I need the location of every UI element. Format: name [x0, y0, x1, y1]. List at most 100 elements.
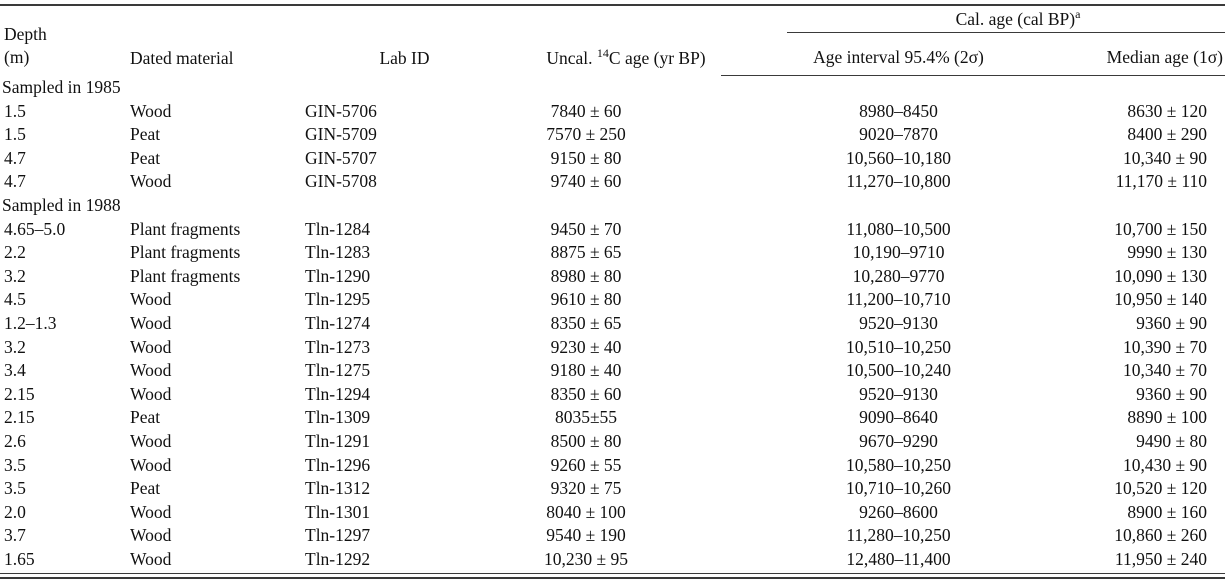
median-age-cell: 10,340 ± 70: [1123, 360, 1207, 381]
material-cell: Peat: [130, 407, 161, 428]
material-cell: Peat: [130, 147, 161, 168]
lab-id-cell: GIN-5706: [305, 100, 377, 121]
depth-cell: 4.5: [4, 289, 26, 310]
uncal-age-cell: 8500 ± 80: [550, 430, 622, 451]
depth-cell: 2.15: [4, 383, 35, 404]
material-cell: Wood: [130, 454, 172, 475]
age-interval-cell: 10,580–10,250: [846, 454, 951, 475]
table-row: 2.0 Wood Tln-1301 8040 ± 100 9260–8600 8900 ±…: [0, 501, 1225, 525]
sub-header-row: Age interval 95.4% (2σ) Median age (1σ): [0, 37, 1225, 76]
uncal-age-cell: 7570 ± 250: [546, 124, 626, 145]
depth-header-line1: Depth: [4, 23, 47, 44]
table-row: 2.15 Peat Tln-1309 8035±55 9090–8640 8890 ± 1…: [0, 406, 1225, 430]
age-interval-cell: 8980–8450: [859, 100, 938, 121]
table-row: 1.2–1.3 Wood Tln-1274 8350 ± 65 9520–9130 936…: [0, 312, 1225, 336]
table-row: 4.65–5.0 Plant fragments Tln-1284 9450 ± 70…: [0, 218, 1225, 242]
median-age-cell: 10,090 ± 130: [1114, 265, 1207, 286]
material-cell: Wood: [130, 336, 172, 357]
age-interval-cell: 10,280–9770: [852, 265, 945, 286]
table-row: 3.2 Wood Tln-1273 9230 ± 40 10,510–10,250 10,…: [0, 336, 1225, 360]
age-interval-cell: 12,480–11,400: [846, 548, 951, 569]
section-label: Sampled in 1988: [2, 194, 121, 215]
table-row: 3.2 Plant fragments Tln-1290 8980 ± 80 10,28…: [0, 265, 1225, 289]
age-interval-cell: 10,190–9710: [852, 242, 945, 263]
depth-cell: 1.65: [4, 548, 35, 569]
depth-cell: 4.65–5.0: [4, 218, 66, 239]
age-interval-cell: 10,710–10,260: [846, 478, 951, 499]
table-row: 2.2 Plant fragments Tln-1283 8875 ± 65 10,19…: [0, 241, 1225, 265]
lab-id-cell: Tln-1295: [305, 289, 371, 310]
median-age-cell: 10,950 ± 140: [1114, 289, 1207, 310]
depth-cell: 1.5: [4, 124, 26, 145]
lab-id-cell: Tln-1312: [305, 478, 371, 499]
age-interval-cell: 11,080–10,500: [846, 218, 951, 239]
material-cell: Wood: [130, 100, 172, 121]
table-row: 3.7 Wood Tln-1297 9540 ± 190 11,280–10,250 10…: [0, 524, 1225, 548]
lab-id-cell: Tln-1301: [305, 501, 371, 522]
depth-cell: 2.0: [4, 501, 26, 522]
dated-material-column-header: Dated material: [130, 47, 234, 68]
uncal-age-cell: 9150 ± 80: [550, 147, 622, 168]
footnote-marker-a: a: [1075, 7, 1081, 22]
material-cell: Plant fragments: [130, 265, 241, 286]
median-age-cell: 10,700 ± 150: [1114, 218, 1207, 239]
uncal-age-cell: 7840 ± 60: [550, 100, 622, 121]
median-age-cell: 10,860 ± 260: [1114, 525, 1207, 546]
uncal-header-suffix: C age (yr BP): [608, 47, 706, 68]
lab-id-cell: Tln-1290: [305, 265, 371, 286]
median-age-cell: 11,950 ± 240: [1114, 548, 1207, 569]
material-cell: Wood: [130, 360, 172, 381]
lab-id-cell: Tln-1273: [305, 336, 371, 357]
spanner-header-row: Depth (m) Dated material Lab ID Uncal. 14…: [0, 6, 1225, 68]
material-cell: Wood: [130, 501, 172, 522]
age-interval-cell: 11,200–10,710: [846, 289, 951, 310]
uncal-age-cell: 8875 ± 65: [550, 242, 622, 263]
median-age-cell: 9360 ± 90: [1136, 383, 1207, 404]
median-age-cell: 9360 ± 90: [1136, 312, 1207, 333]
material-cell: Wood: [130, 525, 172, 546]
section-row: Sampled in 1985: [0, 76, 1225, 100]
uncal-age-cell: 9180 ± 40: [550, 360, 622, 381]
lab-id-cell: GIN-5708: [305, 171, 377, 192]
cal-age-group-rule: [787, 32, 1225, 33]
depth-cell: 1.5: [4, 100, 26, 121]
median-age-cell: 8900 ± 160: [1127, 501, 1207, 522]
depth-cell: 2.6: [4, 430, 26, 451]
depth-cell: 1.2–1.3: [4, 312, 57, 333]
table-body: Sampled in 1985 1.5 Wood GIN-5706 7840 ± 60 8…: [0, 76, 1225, 572]
uncal-age-cell: 9260 ± 55: [550, 454, 622, 475]
median-age-cell: 10,340 ± 90: [1123, 147, 1207, 168]
depth-cell: 3.2: [4, 265, 26, 286]
depth-column-header: Depth (m): [0, 6, 125, 76]
table-row: 2.15 Wood Tln-1294 8350 ± 60 9520–9130 9360 ±…: [0, 383, 1225, 407]
uncal-age-cell: 9230 ± 40: [550, 336, 622, 357]
age-interval-cell: 9520–9130: [859, 383, 938, 404]
material-cell: Peat: [130, 124, 161, 145]
depth-cell: 3.7: [4, 525, 26, 546]
age-interval-cell: 9670–9290: [859, 430, 938, 451]
material-cell: Wood: [130, 171, 172, 192]
lab-id-column-header: Lab ID: [379, 47, 430, 68]
median-age-column-header: Median age (1σ): [1041, 37, 1225, 76]
table-row: 4.7 Wood GIN-5708 9740 ± 60 11,270–10,800 11,…: [0, 170, 1225, 194]
section-row: Sampled in 1988: [0, 194, 1225, 218]
lab-id-cell: Tln-1291: [305, 430, 371, 451]
age-interval-cell: 9520–9130: [859, 312, 938, 333]
table-row: 1.65 Wood Tln-1292 10,230 ± 95 12,480–11,400…: [0, 548, 1225, 572]
lab-id-cell: Tln-1292: [305, 548, 371, 569]
uncal-age-cell: 9540 ± 190: [546, 525, 626, 546]
lab-id-cell: GIN-5709: [305, 124, 377, 145]
median-age-cell: 10,430 ± 90: [1123, 454, 1207, 475]
depth-cell: 4.7: [4, 171, 26, 192]
lab-id-cell: Tln-1275: [305, 360, 371, 381]
table-row: 3.5 Peat Tln-1312 9320 ± 75 10,710–10,260 10,…: [0, 477, 1225, 501]
depth-cell: 3.5: [4, 478, 26, 499]
median-age-cell: 8890 ± 100: [1127, 407, 1207, 428]
material-cell: Wood: [130, 289, 172, 310]
median-age-cell: 8630 ± 120: [1127, 100, 1207, 121]
median-age-cell: 10,520 ± 120: [1114, 478, 1207, 499]
depth-cell: 3.5: [4, 454, 26, 475]
uncal-age-cell: 9320 ± 75: [550, 478, 622, 499]
median-age-cell: 11,170 ± 110: [1115, 171, 1207, 192]
